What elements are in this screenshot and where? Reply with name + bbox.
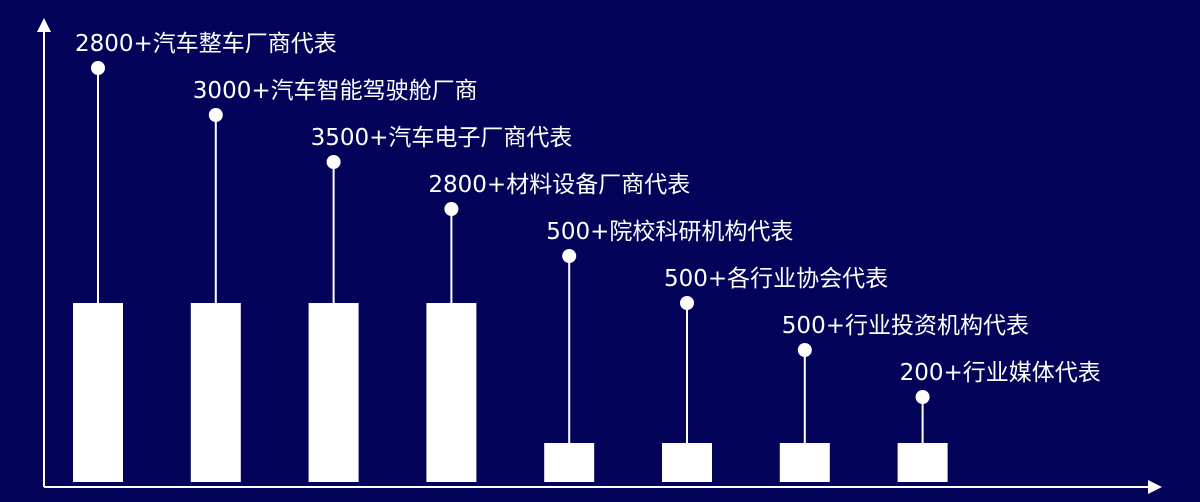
pin-dot	[91, 61, 105, 75]
pin-dot	[208, 108, 223, 122]
pin-dot	[915, 390, 930, 404]
bar	[662, 443, 712, 482]
pin-dot	[680, 296, 694, 310]
bar	[73, 303, 123, 482]
category-label: 3000+汽车智能驾驶舱厂商	[193, 78, 478, 104]
bar	[544, 443, 595, 482]
y-axis-arrow-icon	[37, 18, 51, 32]
bar	[426, 303, 477, 482]
bar	[897, 443, 948, 482]
category-label: 500+各行业协会代表	[664, 266, 888, 292]
bar	[779, 443, 830, 482]
pin-dot	[562, 249, 577, 263]
y-axis	[37, 18, 51, 487]
x-axis-arrow-icon	[1148, 480, 1162, 494]
category-label: 500+行业投资机构代表	[782, 313, 1029, 339]
category-label: 3500+汽车电子厂商代表	[311, 125, 573, 151]
bar	[190, 303, 241, 482]
x-axis	[44, 480, 1162, 494]
category-label: 2800+材料设备厂商代表	[428, 172, 690, 198]
bar	[308, 303, 359, 482]
category-label: 200+行业媒体代表	[900, 360, 1101, 386]
pin-dot	[444, 202, 459, 216]
category-label: 2800+汽车整车厂商代表	[75, 31, 337, 57]
pin-dot	[326, 155, 341, 169]
category-label: 500+院校科研机构代表	[546, 219, 793, 245]
pin-dot	[797, 343, 812, 357]
